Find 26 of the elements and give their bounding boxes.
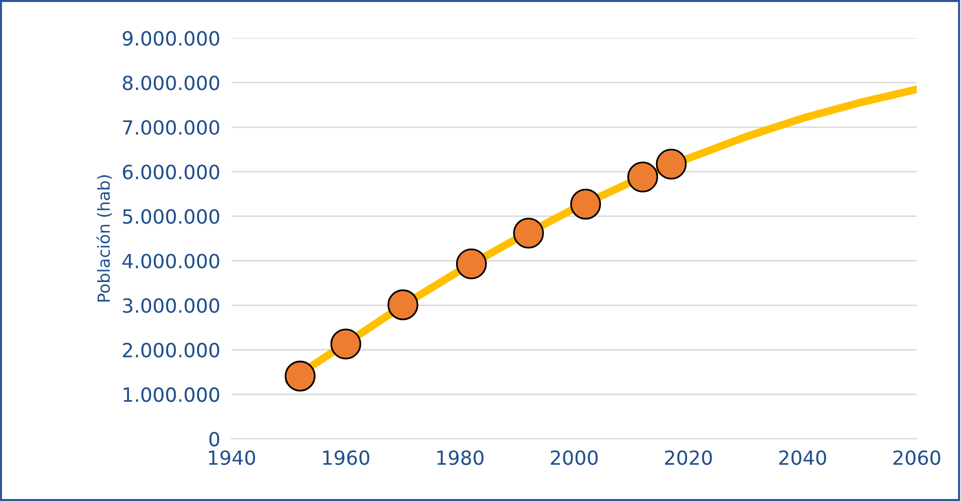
y-tick-label: 4.000.000: [122, 254, 220, 268]
point: [330, 328, 362, 360]
x-tick-label: 2040: [779, 450, 826, 466]
y-axis-title: Población (hab): [96, 175, 112, 302]
point: [656, 148, 687, 180]
y-tick-label: 1.000.000: [124, 387, 220, 402]
y-tick-label: 2.000.000: [122, 342, 220, 358]
y-tick-label: 0: [209, 432, 220, 447]
x-tick-label: 1940: [208, 450, 256, 466]
x-tick-label: 1960: [323, 450, 370, 466]
x-tick-label: 1980: [437, 450, 484, 466]
y-tick-label: 7.000.000: [123, 120, 220, 135]
point: [387, 289, 418, 320]
point: [513, 218, 544, 249]
point: [456, 248, 487, 280]
point: [570, 188, 602, 220]
x-tick-label: 2000: [550, 450, 598, 466]
y-tick-label: 8.000.000: [122, 76, 220, 90]
y-tick-label: 3.000.000: [123, 298, 220, 313]
x-tick-label: 2020: [665, 450, 712, 466]
y-tick-label: 9.000.000: [122, 31, 220, 46]
y-tick-label: 5.000.000: [123, 209, 220, 224]
y-tick-label: 6.000.000: [122, 164, 220, 180]
x-tick-label: 2060: [893, 450, 940, 466]
point: [627, 162, 658, 192]
point: [284, 360, 316, 392]
